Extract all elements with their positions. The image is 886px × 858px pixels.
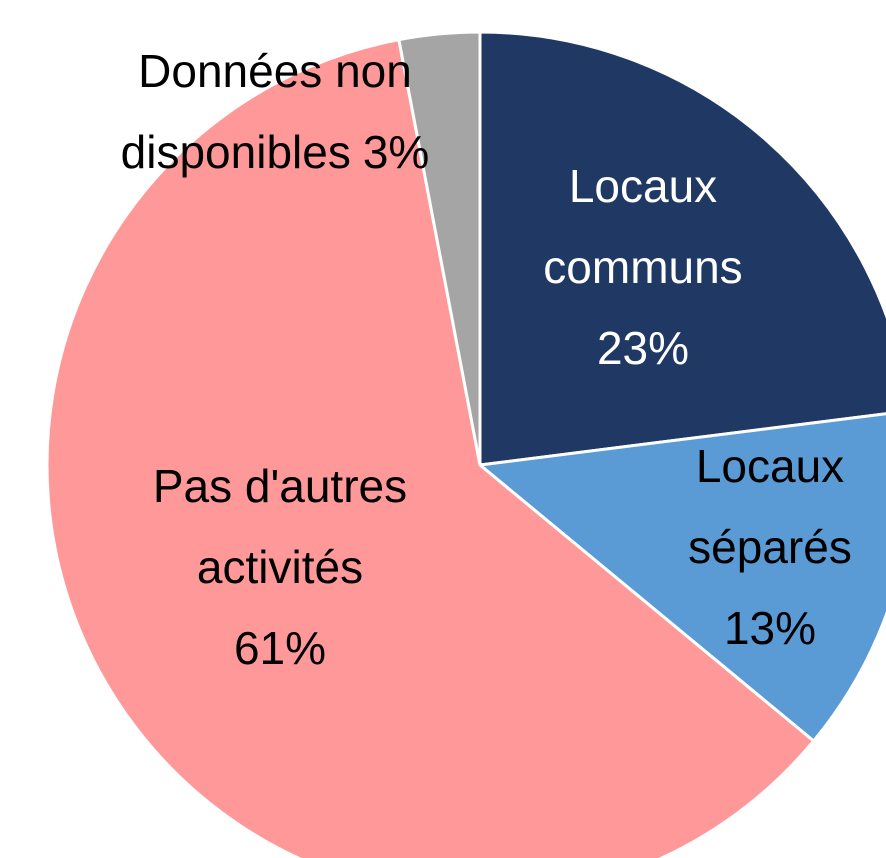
slice-label: Pas d'autres activités 61% <box>153 460 407 674</box>
label-line: Données non <box>138 45 412 97</box>
slice-label: Données non disponibles 3% <box>121 45 430 178</box>
pie-slice <box>397 30 482 466</box>
value-label: 23% <box>597 322 689 374</box>
label-line: séparés <box>688 521 852 573</box>
label-line: communs <box>543 241 742 293</box>
label-line: activités <box>197 541 363 593</box>
label-line: Pas d'autres <box>153 460 407 512</box>
value-label: 3% <box>363 126 429 178</box>
pie-slice <box>476 412 886 744</box>
value-label: 13% <box>724 602 816 654</box>
value-label: 61% <box>234 622 326 674</box>
slice-label: Locaux séparés 13% <box>688 440 852 654</box>
slice-label: Locaux communs 23% <box>543 160 742 374</box>
pie-slice <box>45 37 816 858</box>
pie-slice <box>478 30 886 467</box>
label-line: Locaux <box>696 440 844 492</box>
label-line: Locaux <box>569 160 717 212</box>
label-line: disponibles <box>121 126 351 178</box>
